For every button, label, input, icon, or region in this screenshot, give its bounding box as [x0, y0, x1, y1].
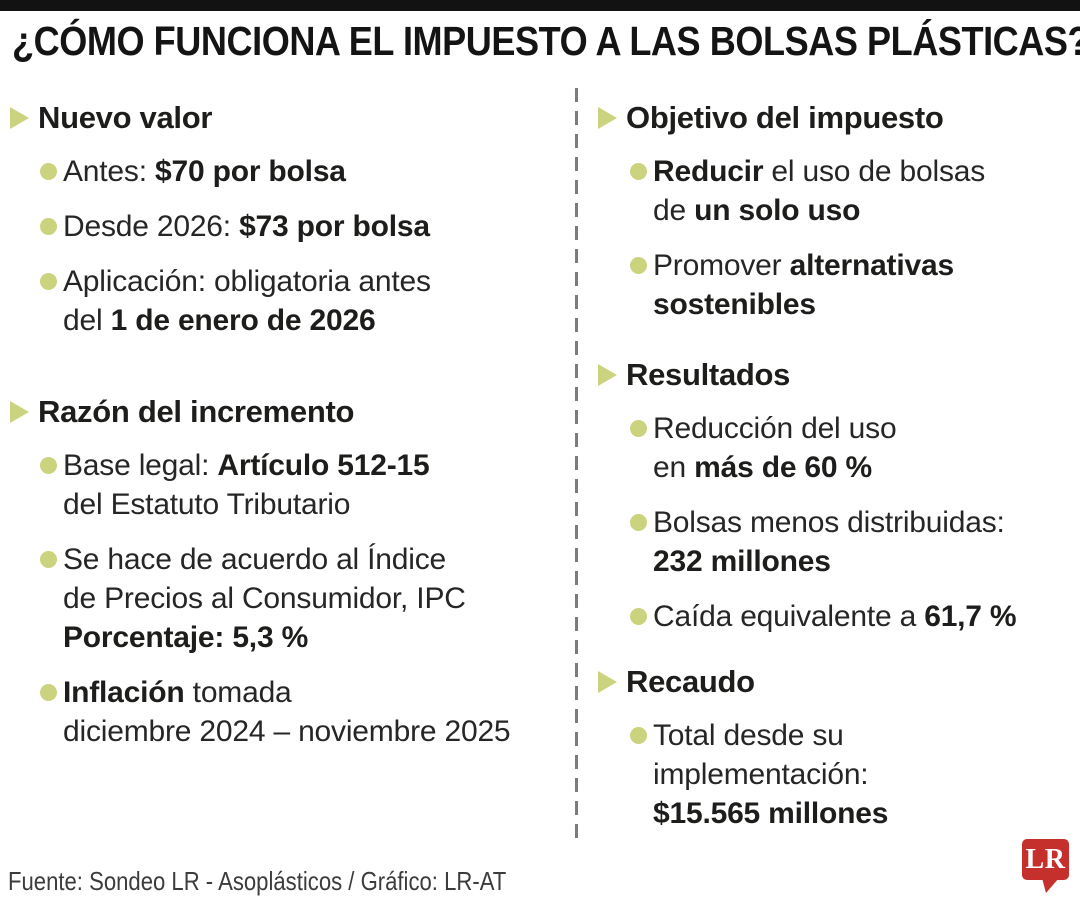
text-line: Desde 2026: $73 por bolsa [63, 210, 430, 243]
text-line: Inflación tomada [63, 676, 292, 709]
text-line: Aplicación: obligatoria antes [63, 265, 431, 298]
text-line: del Estatuto Tributario [63, 488, 351, 521]
section-heading: Objetivo del impuesto [598, 100, 1072, 136]
text-line: Reducción del uso [653, 412, 897, 445]
right-column: Objetivo del impuesto Reducir el uso de b… [598, 100, 1072, 833]
list-item-text: Base legal: Artículo 512-15 del Estatuto … [63, 446, 430, 524]
lr-logo: LR [1022, 839, 1069, 880]
list-item: Desde 2026: $73 por bolsa [40, 207, 558, 246]
text-line: Bolsas menos distribuidas: [653, 506, 1005, 539]
triangle-marker-icon [10, 107, 29, 129]
page-title: ¿CÓMO FUNCIONA EL IMPUESTO A LAS BOLSAS … [12, 18, 1080, 64]
text-line: sostenibles [653, 288, 816, 321]
bullet-icon [40, 163, 57, 180]
list-item-text: Caída equivalente a 61,7 % [653, 597, 1017, 636]
list-item-text: Se hace de acuerdo al Índice de Precios a… [63, 540, 466, 657]
bullet-icon [630, 608, 647, 625]
section-title: Recaudo [626, 664, 755, 699]
section-title: Razón del incremento [38, 394, 355, 429]
text-line: Promover alternativas [653, 249, 954, 282]
top-rule [0, 0, 1080, 11]
text-line: Se hace de acuerdo al Índice [63, 543, 447, 576]
list-item: Caída equivalente a 61,7 % [630, 597, 1072, 636]
list-item-text: Bolsas menos distribuidas: 232 millones [653, 503, 1005, 581]
text-line: en más de 60 % [653, 451, 873, 484]
text-line: Porcentaje: 5,3 % [63, 621, 309, 654]
section: Razón del incremento Base legal: Artículo… [10, 394, 558, 751]
list-item: Bolsas menos distribuidas: 232 millones [630, 503, 1072, 581]
bullet-icon [40, 273, 57, 290]
bullet-icon [40, 218, 57, 235]
list-item: Aplicación: obligatoria antes del 1 de en… [40, 262, 558, 340]
left-column: Nuevo valor Antes: $70 por bolsa Desde 202… [10, 100, 558, 751]
bullet-icon [630, 514, 647, 531]
text-line: 232 millones [653, 545, 831, 578]
lr-logo-tail-icon [1042, 878, 1059, 893]
text-line: $15.565 millones [653, 797, 889, 830]
list-item: Total desde su implementación: $15.565 mil… [630, 716, 1072, 833]
text-line: diciembre 2024 – noviembre 2025 [63, 715, 511, 748]
text-line: de un solo uso [653, 194, 861, 227]
list-item-text: Promover alternativas sostenibles [653, 246, 954, 324]
section-title: Nuevo valor [38, 100, 213, 135]
text-line: Total desde su [653, 719, 844, 752]
section-title: Resultados [626, 357, 791, 392]
list-item: Base legal: Artículo 512-15 del Estatuto … [40, 446, 558, 524]
section-heading: Nuevo valor [10, 100, 558, 136]
bullet-icon [630, 163, 647, 180]
bullet-icon [40, 457, 57, 474]
list-item: Se hace de acuerdo al Índice de Precios a… [40, 540, 558, 657]
text-line: de Precios al Consumidor, IPC [63, 582, 466, 615]
source-credit: Fuente: Sondeo LR - Asoplásticos / Gráfi… [8, 866, 507, 896]
list-item-text: Aplicación: obligatoria antes del 1 de en… [63, 262, 431, 340]
text-line: Caída equivalente a 61,7 % [653, 600, 1017, 633]
bullet-icon [630, 727, 647, 744]
text-line: Base legal: Artículo 512-15 [63, 449, 430, 482]
column-divider-dashed-line [575, 88, 578, 846]
section: Recaudo Total desde su implementación: $15.… [598, 664, 1072, 833]
triangle-marker-icon [10, 401, 29, 423]
list-item: Promover alternativas sostenibles [630, 246, 1072, 324]
section: Resultados Reducción del uso en más de 60 … [598, 357, 1072, 636]
section-heading: Razón del incremento [10, 394, 558, 430]
section: Nuevo valor Antes: $70 por bolsa Desde 202… [10, 100, 558, 340]
section-heading: Resultados [598, 357, 1072, 393]
section-title: Objetivo del impuesto [626, 100, 944, 135]
triangle-marker-icon [598, 364, 617, 386]
bullet-icon [630, 420, 647, 437]
text-line: Antes: $70 por bolsa [63, 155, 346, 188]
bullet-icon [40, 551, 57, 568]
list-item-text: Inflación tomada diciembre 2024 – noviemb… [63, 673, 511, 751]
text-line: Reducir el uso de bolsas [653, 155, 986, 188]
list-item: Reducción del uso en más de 60 % [630, 409, 1072, 487]
list-item-text: Reducción del uso en más de 60 % [653, 409, 897, 487]
text-line: implementación: [653, 758, 869, 791]
list-item-text: Total desde su implementación: $15.565 mil… [653, 716, 888, 833]
bullet-icon [630, 257, 647, 274]
text-line: del 1 de enero de 2026 [63, 304, 376, 337]
list-item-text: Reducir el uso de bolsas de un solo uso [653, 152, 985, 230]
bullet-icon [40, 684, 57, 701]
list-item: Inflación tomada diciembre 2024 – noviemb… [40, 673, 558, 751]
list-item-text: Desde 2026: $73 por bolsa [63, 207, 430, 246]
list-item-text: Antes: $70 por bolsa [63, 152, 346, 191]
list-item: Reducir el uso de bolsas de un solo uso [630, 152, 1072, 230]
triangle-marker-icon [598, 107, 617, 129]
section: Objetivo del impuesto Reducir el uso de b… [598, 100, 1072, 324]
triangle-marker-icon [598, 671, 617, 693]
section-heading: Recaudo [598, 664, 1072, 700]
list-item: Antes: $70 por bolsa [40, 152, 558, 191]
